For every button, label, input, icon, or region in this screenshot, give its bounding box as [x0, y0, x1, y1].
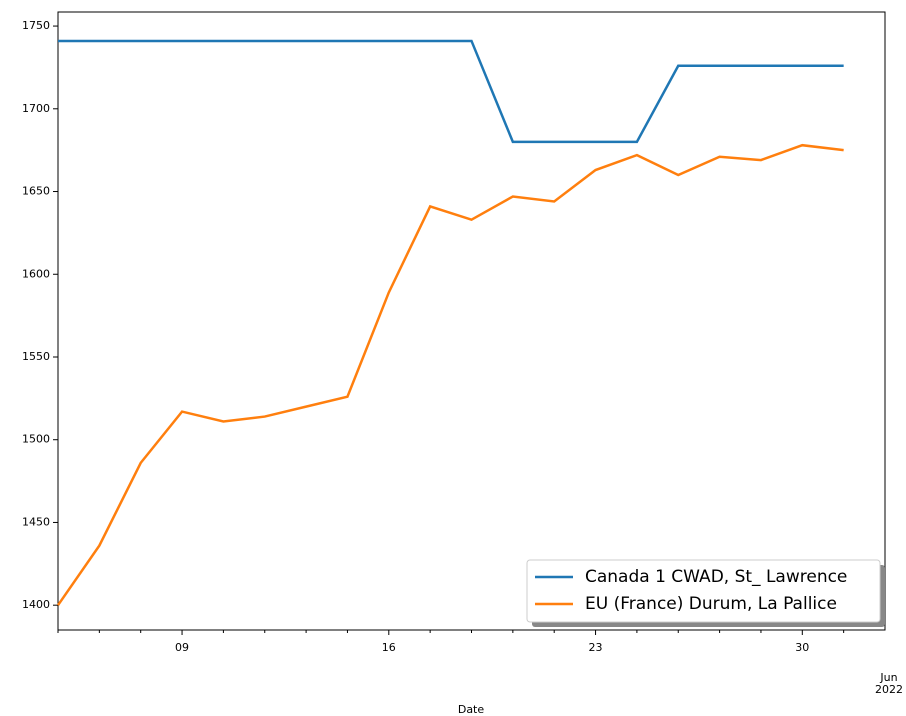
y-tick-label: 1550 [22, 350, 50, 363]
series-line [56, 143, 844, 606]
y-tick-label: 1750 [22, 19, 50, 32]
y-tick-label: 1400 [22, 598, 50, 611]
y-tick-label: 1500 [22, 433, 50, 446]
legend [526, 559, 881, 623]
y-tick-label: 1650 [22, 185, 50, 198]
y-tick-label: 1600 [22, 267, 50, 280]
x-tick-label: 30 [795, 641, 809, 654]
x-axis-label: Date [458, 703, 485, 716]
y-tick-label: 1700 [22, 102, 50, 115]
legend-label: Canada 1 CWAD, St_ Lawrence [585, 567, 847, 587]
x-extra-label: Jun [879, 671, 897, 684]
series-line [58, 39, 844, 144]
x-extra-label: 2022 [875, 683, 903, 696]
x-tick-label: 23 [589, 641, 603, 654]
x-tick-label: 16 [382, 641, 396, 654]
plot-frame [57, 11, 886, 631]
legend-label: EU (France) Durum, La Pallice [585, 594, 837, 614]
x-tick-label: 09 [175, 641, 189, 654]
y-tick-label: 1450 [22, 515, 50, 528]
